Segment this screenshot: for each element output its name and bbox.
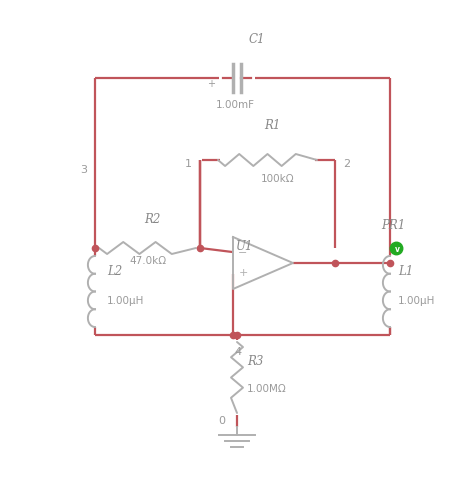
Text: L1: L1 (398, 265, 413, 278)
Text: L2: L2 (107, 265, 122, 278)
Text: R3: R3 (247, 355, 264, 368)
Text: R2: R2 (144, 213, 161, 226)
Text: C1: C1 (249, 33, 265, 46)
Text: PR1: PR1 (381, 219, 405, 232)
Text: −: − (238, 248, 248, 258)
Text: 1.00mF: 1.00mF (216, 100, 255, 110)
Text: U1: U1 (237, 240, 254, 253)
Text: 1: 1 (185, 159, 192, 169)
Text: 3: 3 (80, 165, 87, 175)
Text: +: + (238, 268, 248, 278)
Text: 1.00μH: 1.00μH (398, 296, 436, 306)
Text: 2: 2 (343, 159, 350, 169)
Text: 100kΩ: 100kΩ (261, 174, 294, 184)
Text: 0: 0 (218, 416, 225, 426)
Text: R1: R1 (264, 119, 281, 132)
Text: 4: 4 (235, 347, 242, 357)
Text: 1.00μH: 1.00μH (107, 296, 145, 306)
Text: +: + (207, 79, 215, 89)
Text: 1.00MΩ: 1.00MΩ (247, 384, 287, 394)
Text: v: v (394, 244, 400, 254)
Text: 47.0kΩ: 47.0kΩ (129, 256, 166, 266)
